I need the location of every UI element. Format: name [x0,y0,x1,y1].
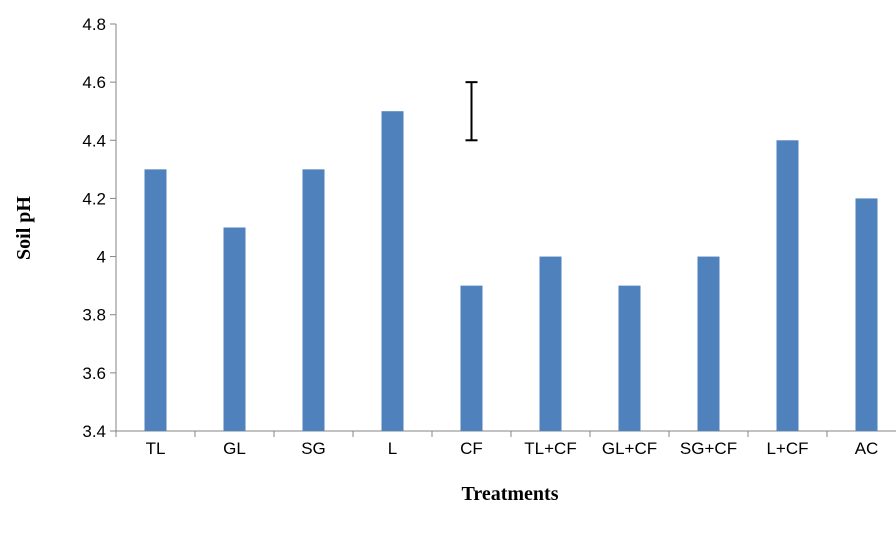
x-tick-label: TL+CF [524,439,576,458]
y-tick-label: 3.4 [82,422,106,441]
x-tick-label: L [388,439,397,458]
x-tick-label: TL [146,439,166,458]
x-axis-title: Treatments [461,483,558,505]
x-tick-label: GL+CF [602,439,657,458]
bar-ac [855,198,878,431]
bar-tl [144,169,167,431]
bar-tl-plus-cf [539,256,562,431]
bar-l-plus-cf [776,140,799,432]
bar-gl-plus-cf [618,285,641,431]
y-tick-label: 3.8 [82,306,106,325]
x-tick-label: AC [855,439,879,458]
y-tick-label: 4 [97,248,106,267]
bar-sg [302,169,325,431]
bar-gl [223,227,246,431]
bar-l [381,111,404,431]
y-tick-label: 4.6 [82,73,106,92]
bar-sg-plus-cf [697,256,720,431]
x-tick-label: L+CF [766,439,808,458]
y-tick-label: 3.6 [82,364,106,383]
x-tick-label: GL [223,439,246,458]
y-axis-title: Soil pH [13,196,35,260]
y-tick-label: 4.8 [82,15,106,34]
plot-area: 3.4 3.6 3.8 4 4.2 4.4 4.6 4.8 TL GL SG L CF TL+CF GL+C… [82,15,896,458]
y-tick-label: 4.4 [82,131,106,150]
x-tick-label: SG [301,439,326,458]
bar-cf [460,285,483,431]
x-tick-label: SG+CF [680,439,737,458]
x-tick-label: CF [460,439,483,458]
y-tick-label: 4.2 [82,189,106,208]
